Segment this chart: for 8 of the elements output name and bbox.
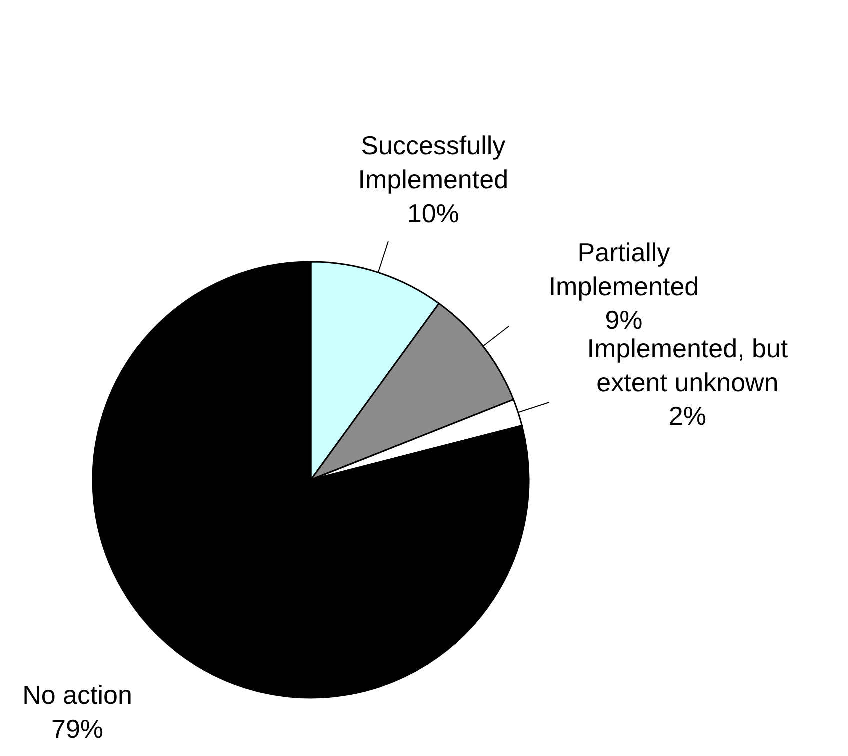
slice-label: Partially Implemented (548, 238, 700, 302)
data-label: 10% (407, 198, 460, 228)
slice-label: No action (22, 680, 132, 710)
data-label: 9% (605, 305, 643, 336)
data-label: 79% (51, 714, 104, 744)
data-label: 2% (668, 401, 707, 432)
slice-label: Implemented, but extent unknown (587, 334, 789, 398)
slice-label: Successfully Implemented (358, 130, 509, 194)
